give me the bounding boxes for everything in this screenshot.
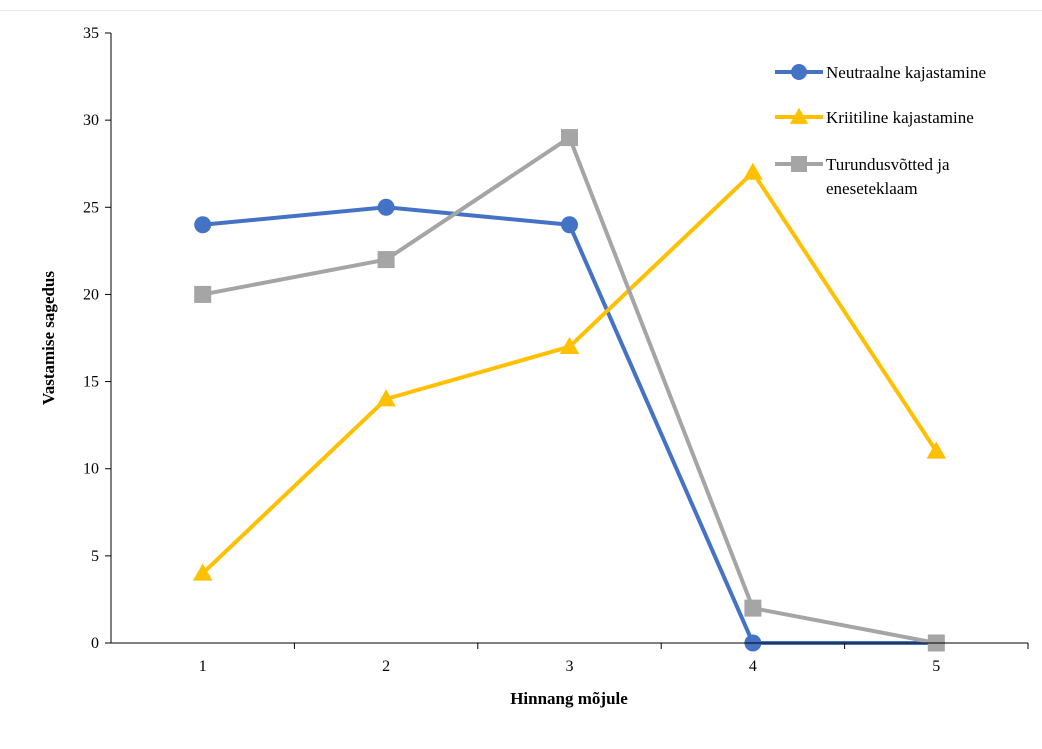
legend: Neutraalne kajastamine Kriitiline kajasta… (775, 63, 986, 198)
y-tick-label: 35 (83, 25, 99, 42)
legend-marker (791, 64, 807, 80)
data-point-3 (744, 599, 762, 617)
y-tick-label: 5 (91, 548, 99, 565)
x-tick-label: 5 (932, 658, 940, 675)
data-point-1 (377, 198, 395, 216)
legend-label: Turundusvõtted ja (826, 155, 950, 174)
data-point-3 (561, 129, 578, 147)
data-point-2 (376, 389, 396, 407)
y-tick-label: 25 (83, 199, 99, 216)
data-point-2 (743, 162, 763, 180)
x-tick-label: 4 (749, 658, 757, 675)
x-tick-label: 2 (382, 658, 390, 675)
top-divider (0, 10, 1042, 11)
y-tick-label: 30 (83, 112, 99, 129)
data-point-3 (377, 251, 395, 269)
legend-marker (791, 156, 807, 172)
x-axis-title: Hinnang mõjule (510, 689, 628, 708)
y-tick-label: 0 (91, 635, 99, 652)
data-point-2 (192, 563, 213, 581)
data-point-1 (194, 216, 212, 234)
legend-label: Neutraalne kajastamine (826, 63, 986, 82)
data-point-3 (194, 285, 212, 303)
legend-label: Kriitiline kajastamine (826, 108, 974, 127)
y-tick-label: 20 (83, 286, 99, 303)
legend-marker (789, 107, 809, 124)
y-tick-label: 15 (83, 374, 99, 391)
y-axis-title: Vastamise sagedus (39, 271, 58, 405)
y-tick-label: 10 (83, 461, 99, 478)
x-tick-label: 3 (566, 658, 574, 675)
data-point-2 (559, 336, 580, 355)
data-point-2 (926, 441, 947, 459)
legend-label: eneseteklaam (826, 179, 918, 198)
data-point-1 (561, 216, 578, 234)
x-tick-label: 1 (199, 658, 207, 675)
